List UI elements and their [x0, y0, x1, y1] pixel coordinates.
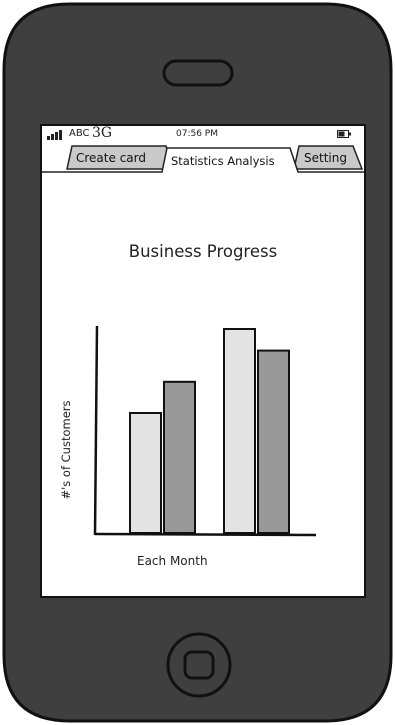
- signal-icon: [47, 130, 62, 140]
- speaker-slot: [162, 59, 234, 87]
- status-time: 07:56 PM: [176, 129, 218, 139]
- tab-statistics-analysis[interactable]: [42, 147, 364, 173]
- y-axis-label: #'s of Customers: [59, 400, 73, 500]
- chart-title: Business Progress: [128, 242, 278, 261]
- bar-group2-series2: [257, 349, 290, 534]
- bar-group1-series2: [163, 380, 196, 534]
- home-square-icon: [183, 650, 215, 680]
- battery-icon: [337, 130, 351, 138]
- x-axis: [94, 532, 317, 537]
- tab-setting-label: Setting: [304, 151, 347, 165]
- bar-chart: [93, 325, 317, 537]
- screen: ABC 3G 07:56 PM Create card Statistics A…: [42, 126, 364, 596]
- tab-statistics-analysis-label: Statistics Analysis: [171, 154, 275, 168]
- x-axis-label: Each Month: [137, 554, 208, 568]
- bar-group1-series1: [129, 412, 162, 534]
- network-type: 3G: [92, 126, 113, 141]
- bar-group2-series1: [223, 328, 256, 534]
- tab-create-card[interactable]: [66, 145, 173, 170]
- home-button[interactable]: [166, 632, 232, 698]
- tab-setting[interactable]: [293, 145, 364, 170]
- tab-create-card-label: Create card: [76, 151, 146, 165]
- tab-bar: [42, 145, 364, 173]
- carrier-label: ABC: [69, 128, 90, 139]
- status-bar: ABC 3G 07:56 PM: [42, 126, 364, 144]
- y-axis: [93, 325, 99, 536]
